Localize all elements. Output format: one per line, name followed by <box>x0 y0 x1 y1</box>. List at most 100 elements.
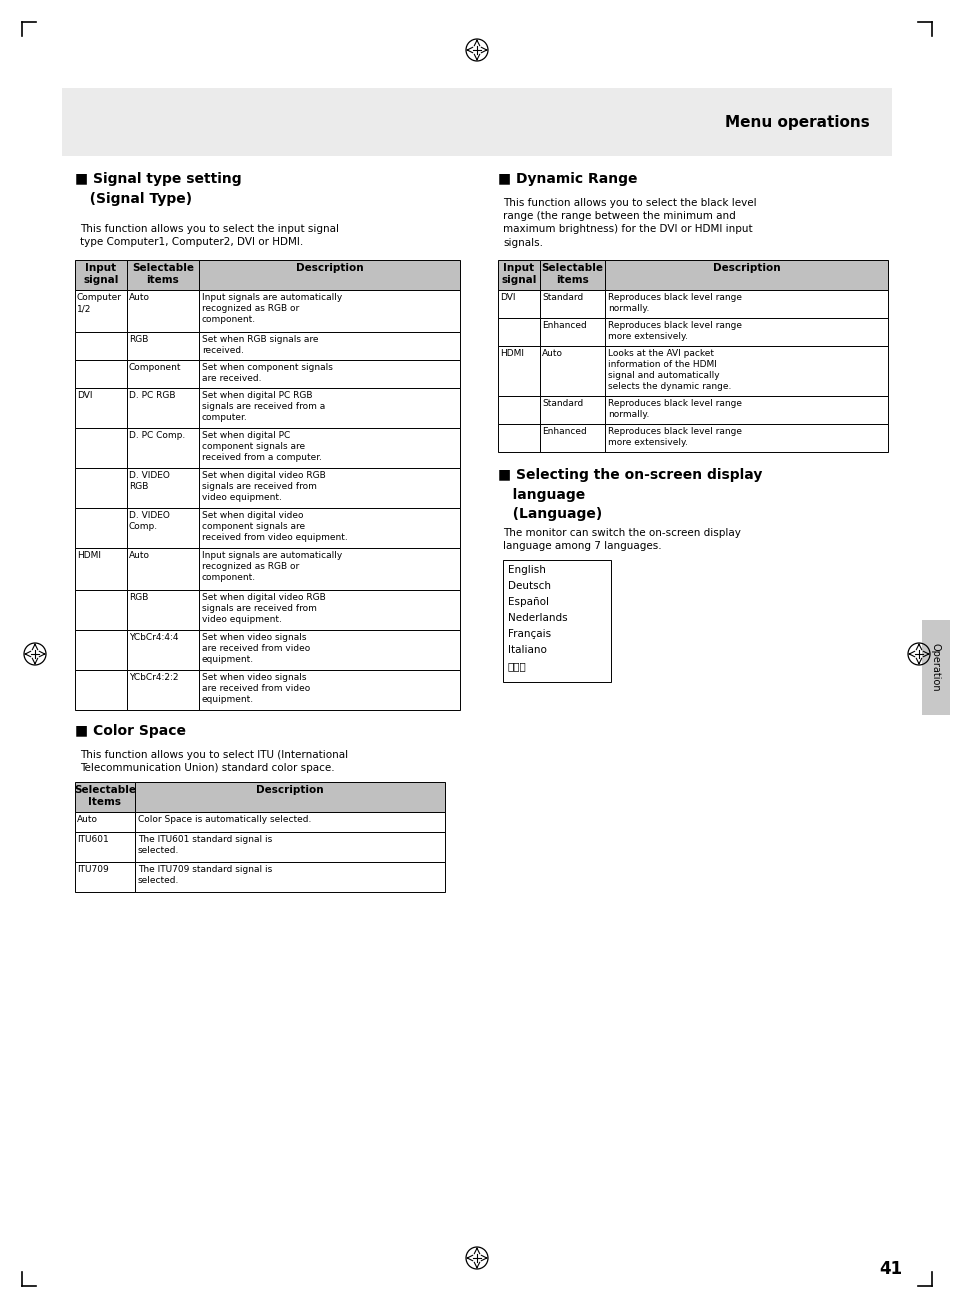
Text: Input
signal: Input signal <box>500 263 537 285</box>
Text: YCbCr4:2:2: YCbCr4:2:2 <box>129 674 178 681</box>
Bar <box>75 428 127 468</box>
Bar <box>604 396 887 424</box>
Text: Set when digital PC RGB
signals are received from a
computer.: Set when digital PC RGB signals are rece… <box>202 391 325 422</box>
Text: Nederlands: Nederlands <box>507 613 567 623</box>
Text: YCbCr4:4:4: YCbCr4:4:4 <box>129 633 178 642</box>
Text: Deutsch: Deutsch <box>507 581 551 591</box>
Bar <box>539 290 604 318</box>
Text: Reproduces black level range
more extensively.: Reproduces black level range more extens… <box>607 426 741 447</box>
Text: DVI: DVI <box>77 391 92 400</box>
Bar <box>604 290 887 318</box>
Text: Looks at the AVI packet
information of the HDMI
signal and automatically
selects: Looks at the AVI packet information of t… <box>607 349 731 391</box>
Bar <box>604 347 887 396</box>
Text: Input signals are automatically
recognized as RGB or
component.: Input signals are automatically recogniz… <box>202 551 342 582</box>
Bar <box>539 396 604 424</box>
Bar <box>75 290 127 332</box>
Bar <box>75 862 135 892</box>
Text: D. PC Comp.: D. PC Comp. <box>129 432 185 439</box>
Bar <box>62 88 891 156</box>
Bar <box>497 290 539 318</box>
Text: Input
signal: Input signal <box>83 263 118 285</box>
Bar <box>604 260 887 290</box>
Text: ITU601: ITU601 <box>77 835 109 844</box>
Text: ■ Selecting the on-screen display
   language
   (Language): ■ Selecting the on-screen display langua… <box>497 468 761 521</box>
Text: RGB: RGB <box>129 593 149 602</box>
Text: ■ Signal type setting
   (Signal Type): ■ Signal type setting (Signal Type) <box>75 171 241 205</box>
Bar <box>75 260 127 290</box>
Bar <box>127 388 199 428</box>
Bar <box>75 670 127 710</box>
Bar <box>75 630 127 670</box>
Bar <box>199 332 459 360</box>
Bar <box>199 428 459 468</box>
Text: Set when digital video RGB
signals are received from
video equipment.: Set when digital video RGB signals are r… <box>202 593 325 624</box>
Text: Español: Español <box>507 596 548 607</box>
Text: Set when RGB signals are
received.: Set when RGB signals are received. <box>202 335 318 354</box>
Text: Color Space is automatically selected.: Color Space is automatically selected. <box>138 815 311 824</box>
Text: Description: Description <box>295 263 363 273</box>
Text: D. PC RGB: D. PC RGB <box>129 391 175 400</box>
Bar <box>539 260 604 290</box>
Bar <box>199 290 459 332</box>
Bar <box>539 347 604 396</box>
Bar <box>199 590 459 630</box>
Text: Set when digital video
component signals are
received from video equipment.: Set when digital video component signals… <box>202 511 348 543</box>
Bar <box>135 812 444 832</box>
Text: ■ Color Space: ■ Color Space <box>75 725 186 738</box>
Bar <box>127 360 199 388</box>
Bar <box>604 318 887 347</box>
Text: Reproduces black level range
normally.: Reproduces black level range normally. <box>607 399 741 419</box>
Bar <box>75 468 127 508</box>
Text: Operation: Operation <box>930 644 940 692</box>
Text: Set when digital PC
component signals are
received from a computer.: Set when digital PC component signals ar… <box>202 432 322 462</box>
Text: Menu operations: Menu operations <box>724 115 869 129</box>
Text: D. VIDEO
RGB: D. VIDEO RGB <box>129 471 170 490</box>
Text: Selectable
items: Selectable items <box>132 263 193 285</box>
Text: Enhanced: Enhanced <box>541 426 586 436</box>
Bar <box>135 782 444 812</box>
Bar <box>75 360 127 388</box>
Text: This function allows you to select the black level
range (the range between the : This function allows you to select the b… <box>502 198 756 247</box>
Bar <box>75 812 135 832</box>
Bar <box>497 260 539 290</box>
Text: Italiano: Italiano <box>507 645 546 655</box>
Bar <box>502 560 610 681</box>
Text: The ITU709 standard signal is
selected.: The ITU709 standard signal is selected. <box>138 865 272 886</box>
Text: Standard: Standard <box>541 293 582 302</box>
Text: Auto: Auto <box>77 815 98 824</box>
Bar <box>75 388 127 428</box>
Bar <box>921 620 949 715</box>
Text: 41: 41 <box>878 1260 902 1278</box>
Text: Description: Description <box>256 785 323 795</box>
Text: Selectable
items: Selectable items <box>541 263 603 285</box>
Bar <box>127 260 199 290</box>
Text: Français: Français <box>507 629 551 640</box>
Bar <box>75 832 135 862</box>
Bar <box>497 396 539 424</box>
Bar <box>127 630 199 670</box>
Text: ■ Dynamic Range: ■ Dynamic Range <box>497 171 637 186</box>
Text: Auto: Auto <box>129 293 150 302</box>
Bar <box>75 332 127 360</box>
Bar <box>127 428 199 468</box>
Text: Set when digital video RGB
signals are received from
video equipment.: Set when digital video RGB signals are r… <box>202 471 325 502</box>
Bar <box>135 862 444 892</box>
Bar <box>539 424 604 453</box>
Bar <box>127 590 199 630</box>
Bar <box>497 347 539 396</box>
Text: Auto: Auto <box>129 551 150 560</box>
Bar <box>127 468 199 508</box>
Bar <box>127 548 199 590</box>
Text: RGB: RGB <box>129 335 149 344</box>
Bar <box>199 508 459 548</box>
Bar <box>75 590 127 630</box>
Bar <box>604 424 887 453</box>
Bar <box>199 260 459 290</box>
Text: Set when video signals
are received from video
equipment.: Set when video signals are received from… <box>202 674 310 704</box>
Text: Auto: Auto <box>541 349 562 358</box>
Bar <box>127 332 199 360</box>
Bar <box>127 290 199 332</box>
Text: Selectable
Items: Selectable Items <box>74 785 136 807</box>
Bar <box>199 360 459 388</box>
Bar <box>199 468 459 508</box>
